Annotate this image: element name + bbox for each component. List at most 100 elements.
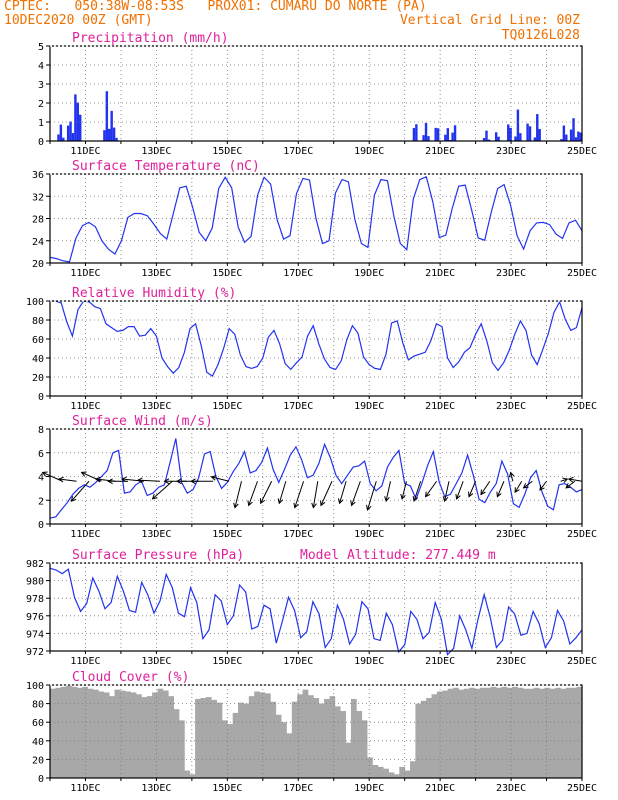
cloud-bar <box>152 692 158 778</box>
wind-arrowhead <box>94 476 101 483</box>
y-tick-label: 982 <box>26 559 44 570</box>
cloud-bar <box>87 688 94 778</box>
y-tick-label: 20 <box>32 259 44 270</box>
cloud-bar <box>50 688 56 778</box>
y-tick-label: 0 <box>38 392 44 403</box>
cloud-bar <box>82 686 89 778</box>
x-tick-label: 13DEC <box>141 268 171 279</box>
y-tick-label: 60 <box>32 718 44 729</box>
cloud-bar <box>146 696 153 778</box>
cloud-bar <box>302 689 309 778</box>
x-tick-label: 13DEC <box>141 529 171 540</box>
wind-arrowhead <box>455 493 461 500</box>
precip-bar <box>485 130 488 141</box>
cloud-bar <box>216 702 223 778</box>
cloud-bar <box>361 720 368 778</box>
cloud-bar <box>453 687 459 778</box>
cloud-bar <box>232 712 239 778</box>
cloud-bar <box>329 696 336 778</box>
y-tick-label: 28 <box>32 215 44 226</box>
x-tick-label: 15DEC <box>212 783 242 794</box>
wind-vector <box>211 476 230 482</box>
precip-bar <box>412 128 416 141</box>
wind-vector <box>480 480 491 495</box>
wind-arrowhead <box>151 493 158 500</box>
x-tick-label: 21DEC <box>425 529 455 540</box>
y-tick-label: 100 <box>26 297 44 308</box>
wind-vector <box>260 481 273 504</box>
cloud-bar <box>549 688 556 778</box>
y-tick-label: 80 <box>32 700 44 711</box>
panel-title: Cloud Cover (%) <box>72 670 189 685</box>
cloud-bar <box>125 691 132 778</box>
precip-bar <box>112 127 116 141</box>
precip-bar <box>516 109 520 141</box>
wind-vector <box>339 481 347 504</box>
cloud-bar <box>324 698 330 778</box>
cloud-bar <box>367 757 373 778</box>
wind-arrowhead <box>442 496 449 503</box>
series-line <box>49 438 583 519</box>
x-tick-label: 17DEC <box>283 401 313 412</box>
header-run-time: 10DEC2020 00Z (GMT) <box>4 13 153 28</box>
wind-vector <box>539 480 547 491</box>
x-tick-label: 17DEC <box>283 146 313 157</box>
wind-vector <box>468 481 477 497</box>
wind-vector <box>444 481 450 502</box>
cloud-bar <box>162 690 169 778</box>
x-tick-label: 11DEC <box>70 529 100 540</box>
precip-bar <box>494 132 498 141</box>
precip-bar <box>76 102 80 141</box>
wind-arrowhead <box>350 500 356 507</box>
cloud-bar <box>522 688 529 778</box>
wind-arrowhead <box>80 471 87 477</box>
series-line <box>49 567 583 656</box>
x-tick-label: 11DEC <box>70 268 100 279</box>
y-tick-label: 980 <box>26 577 44 588</box>
cloud-bar <box>544 687 551 778</box>
y-tick-label: 36 <box>32 170 44 181</box>
header-line-1: CPTEC: 050:38W-08:53S PROX01: CUMARU DO … <box>4 0 427 14</box>
x-tick-label: 21DEC <box>425 146 455 157</box>
y-tick-label: 4 <box>38 61 44 72</box>
panel-title: Relative Humidity (%) <box>72 286 236 301</box>
cloud-bar <box>109 696 115 778</box>
cloud-bar <box>286 733 293 778</box>
cloud-bar <box>533 687 540 778</box>
cloud-bar <box>356 711 363 778</box>
x-tick-label: 11DEC <box>70 656 100 667</box>
cloud-bar <box>281 722 287 778</box>
x-tick-label: 17DEC <box>283 268 313 279</box>
x-tick-label: 23DEC <box>496 529 526 540</box>
wind-vector <box>248 481 258 506</box>
x-tick-label: 23DEC <box>496 401 526 412</box>
cloud-bar <box>307 695 314 778</box>
cloud-bar <box>98 691 105 778</box>
cloud-bar <box>436 691 443 778</box>
cloud-bar <box>254 691 260 778</box>
cloud-bar <box>157 688 164 778</box>
cloud-bar <box>447 688 454 778</box>
precip-bar <box>427 136 430 141</box>
x-tick-label: 15DEC <box>212 268 242 279</box>
cloud-bar <box>195 698 201 778</box>
cloud-bar <box>178 720 185 778</box>
y-tick-label: 4 <box>38 473 44 484</box>
precip-bar <box>444 134 447 141</box>
cloud-bar <box>297 694 303 778</box>
wind-arrowhead <box>120 476 127 483</box>
y-tick-label: 5 <box>38 42 44 53</box>
cloud-bar <box>426 698 432 778</box>
y-tick-label: 972 <box>26 647 44 658</box>
cloud-bar <box>227 724 234 778</box>
wind-vector <box>560 478 568 482</box>
cloud-bar <box>291 701 298 778</box>
x-tick-label: 13DEC <box>141 146 171 157</box>
header-grid-line-note: Vertical Grid Line: 00Z <box>399 13 580 28</box>
cloud-bar <box>501 686 508 778</box>
y-tick-label: 40 <box>32 354 44 365</box>
y-tick-label: 2 <box>38 99 44 110</box>
wind-arrowhead <box>190 478 196 485</box>
cloud-bar <box>168 696 174 778</box>
y-tick-label: 20 <box>32 755 44 766</box>
